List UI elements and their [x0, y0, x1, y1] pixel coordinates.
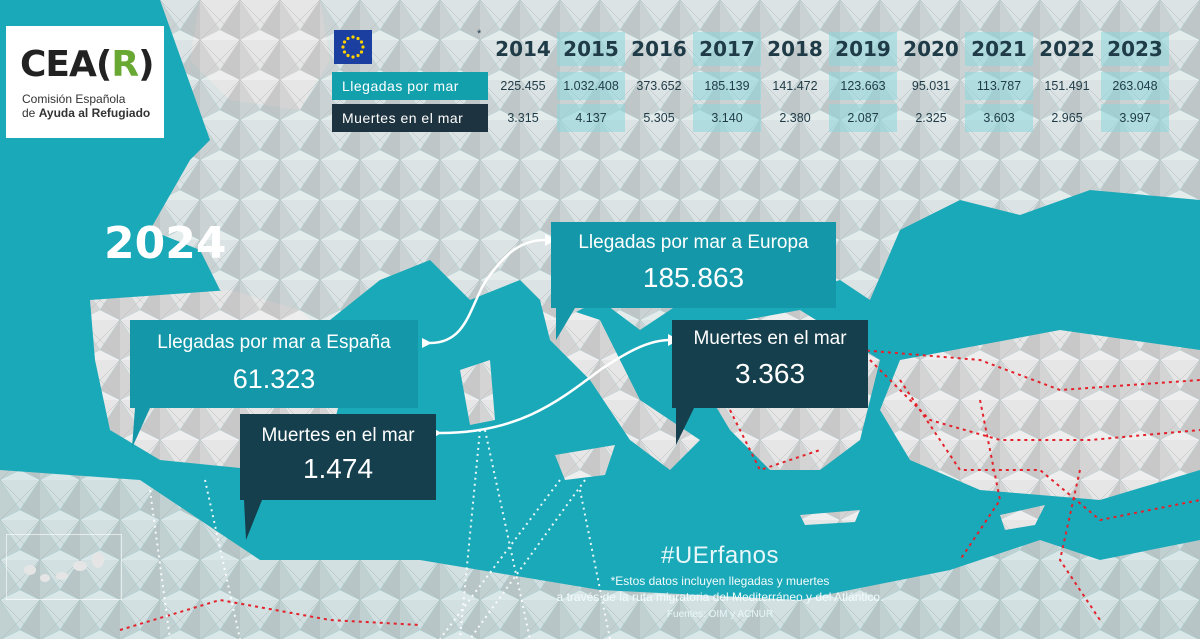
arrivals-2017: 185.139 [693, 72, 761, 100]
arrivals-2014: 225.455 [500, 79, 546, 93]
deaths-2016: 5.305 [643, 111, 675, 125]
year-2017: 2017 [693, 32, 761, 66]
arrivals-2015: 1.032.408 [557, 72, 625, 100]
footnote-line1: *Estos datos incluyen llegadas y muertes [610, 574, 830, 588]
spain-deaths-value: 1.474 [302, 453, 374, 484]
deaths-2018: 2.380 [779, 111, 811, 125]
year-2015: 2015 [557, 32, 625, 66]
year-2022: 2022 [1039, 37, 1095, 61]
europe-deaths-title: Muertes en el mar [693, 328, 847, 349]
deaths-2022: 2.965 [1051, 111, 1083, 125]
deaths-row-label: Muertes en el mar [332, 104, 488, 132]
land-turkey [880, 330, 1200, 500]
land-cyprus [1000, 505, 1045, 530]
arrivals-2019: 123.663 [829, 72, 897, 100]
land-britain [190, 0, 330, 110]
land-italy [540, 300, 700, 470]
hashtag: #UErfanos [661, 542, 779, 569]
year-2024-heading: 2024 [104, 218, 227, 269]
deaths-2019: 2.087 [829, 104, 897, 132]
europe-deaths-value: 3.363 [734, 358, 806, 389]
deaths-2020: 2.325 [915, 111, 947, 125]
year-2016: 2016 [631, 37, 687, 61]
eu-flag-icon [334, 30, 372, 64]
canary-islands-inset [6, 534, 122, 600]
arrivals-2016: 373.652 [636, 79, 682, 93]
deaths-2014: 3.315 [507, 111, 539, 125]
year-2023: 2023 [1101, 32, 1169, 66]
logo-line2: de Ayuda al Refugiado [22, 106, 151, 120]
land-sicily [555, 445, 615, 480]
year-2020: 2020 [903, 37, 959, 61]
year-2019: 2019 [829, 32, 897, 66]
cear-logo: CEA(R) Comisión Española de Ayuda al Ref… [6, 26, 164, 138]
arrivals-row-label: Llegadas por mar [332, 72, 488, 100]
year-2018: 2018 [767, 37, 823, 61]
sources-note: Fuentes: OIM y ACNUR [666, 609, 774, 620]
logo-line1: Comisión Española [22, 92, 126, 106]
land-sardinia [460, 360, 495, 425]
deaths-2023: 3.997 [1101, 104, 1169, 132]
spain-arrivals-callout: Llegadas por mar a España 61.323 [130, 320, 418, 408]
land-crete [800, 510, 860, 525]
deaths-2015: 4.137 [557, 104, 625, 132]
year-2021: 2021 [965, 32, 1033, 66]
footnote-line2: a través de la ruta migratoria del Medit… [556, 590, 884, 604]
europe-arrivals-callout: Llegadas por mar a Europa 185.863 [551, 222, 836, 308]
spain-deaths-title: Muertes en el mar [261, 425, 415, 446]
arrivals-2022: 151.491 [1044, 79, 1090, 93]
arrivals-2023: 263.048 [1101, 72, 1169, 100]
spain-arrivals-title: Llegadas por mar a España [157, 332, 391, 353]
year-2014: 2014 [495, 37, 551, 61]
yearly-stats-table: * 2014 2015 2016 2017 2018 2019 2020 202… [332, 28, 1200, 132]
table-asterisk: * [477, 28, 482, 40]
europe-arrivals-value: 185.863 [642, 262, 745, 293]
arrivals-2021: 113.787 [965, 72, 1033, 100]
logo-mark: CEA(R) [20, 44, 155, 85]
spain-deaths-callout: Muertes en el mar 1.474 [240, 414, 436, 500]
europe-arrivals-title: Llegadas por mar a Europa [578, 232, 809, 253]
deaths-2021: 3.603 [965, 104, 1033, 132]
arrivals-2020: 95.031 [911, 79, 951, 93]
spain-arrivals-value: 61.323 [232, 364, 316, 394]
deaths-2017: 3.140 [693, 104, 761, 132]
arrivals-2018: 141.472 [772, 79, 818, 93]
land-africa [0, 470, 1200, 639]
europe-deaths-callout: Muertes en el mar 3.363 [672, 320, 868, 408]
